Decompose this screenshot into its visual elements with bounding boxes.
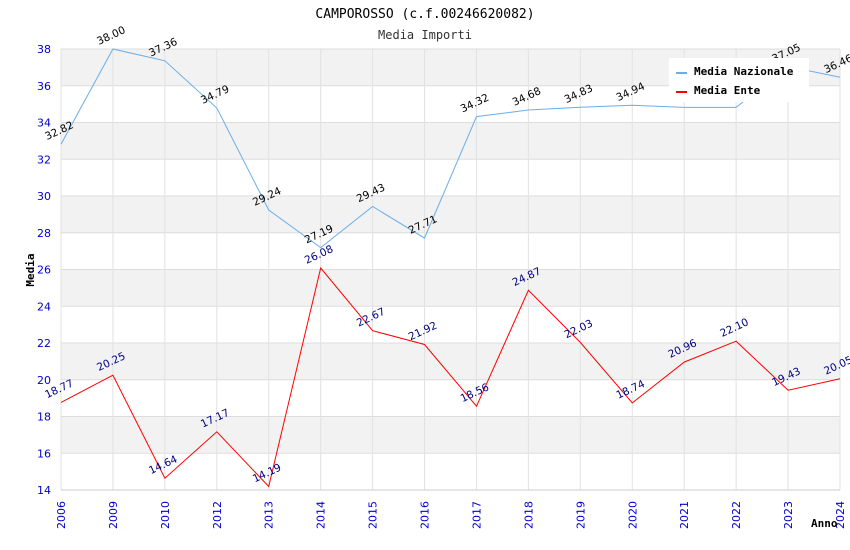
y-tick-label: 16 — [37, 447, 51, 460]
x-tick-label: 2020 — [626, 501, 639, 529]
y-tick-label: 28 — [37, 227, 51, 240]
x-tick-label: 2019 — [574, 501, 587, 529]
y-tick-label: 34 — [37, 117, 51, 130]
series-line-nazionale — [60, 48, 841, 249]
x-tick-label: 2023 — [782, 501, 795, 529]
chart-title: CAMPOROSSO (c.f.00246620082) — [315, 7, 534, 22]
grid-band — [61, 416, 840, 454]
x-tick-label: 2022 — [730, 501, 743, 529]
grid-band — [61, 196, 840, 233]
x-tick-label: 2017 — [470, 501, 483, 529]
grid-band — [61, 306, 840, 343]
x-tick-label: 2015 — [367, 501, 380, 529]
grid-lines — [60, 48, 841, 491]
y-tick-label: 26 — [37, 264, 51, 277]
x-tick-label: 2024 — [834, 501, 847, 529]
grid-band — [61, 232, 840, 270]
x-tick-label: 2009 — [107, 501, 120, 529]
x-tick-label: 2014 — [315, 501, 328, 529]
series-lines — [60, 48, 841, 488]
legend-label-ente: Media Ente — [694, 84, 761, 97]
x-tick-label: 2012 — [211, 501, 224, 529]
y-tick-label: 22 — [37, 337, 51, 350]
grid-band — [61, 453, 840, 490]
x-tick-label: 2010 — [159, 501, 172, 529]
legend: Media Nazionale Media Ente — [669, 58, 809, 102]
x-tick-label: 2013 — [263, 501, 276, 529]
y-tick-label: 20 — [37, 374, 51, 387]
x-tick-label: 2016 — [419, 501, 432, 529]
y-tick-label: 38 — [37, 43, 51, 56]
x-tick-label: 2018 — [522, 501, 535, 529]
grid-band — [61, 269, 840, 307]
chart-subtitle: Media Importi — [378, 28, 472, 42]
y-axis: 14 16 18 20 22 24 26 28 30 32 34 36 38 — [37, 43, 51, 497]
x-axis: 2006 2009 2010 2012 2013 2014 2015 2016 2017 2018… — [55, 501, 847, 529]
y-tick-label: 32 — [37, 153, 51, 166]
y-tick-label: 30 — [37, 190, 51, 203]
series-line-ente — [60, 266, 841, 488]
x-tick-label: 2021 — [678, 501, 691, 529]
legend-box — [669, 58, 809, 102]
grid-band — [61, 122, 840, 160]
y-tick-label: 14 — [37, 484, 51, 497]
y-tick-label: 18 — [37, 411, 51, 424]
grid-band — [61, 343, 840, 380]
y-tick-label: 24 — [37, 300, 51, 313]
y-tick-label: 36 — [37, 80, 51, 93]
grid-band — [61, 379, 840, 417]
y-axis-title: Media — [24, 253, 37, 286]
grid-bands — [61, 49, 840, 490]
legend-label-nazionale: Media Nazionale — [694, 65, 794, 78]
data-label: 38.00 — [95, 24, 127, 48]
x-axis-title: Anno — [811, 517, 838, 530]
x-tick-label: 2006 — [55, 501, 68, 529]
